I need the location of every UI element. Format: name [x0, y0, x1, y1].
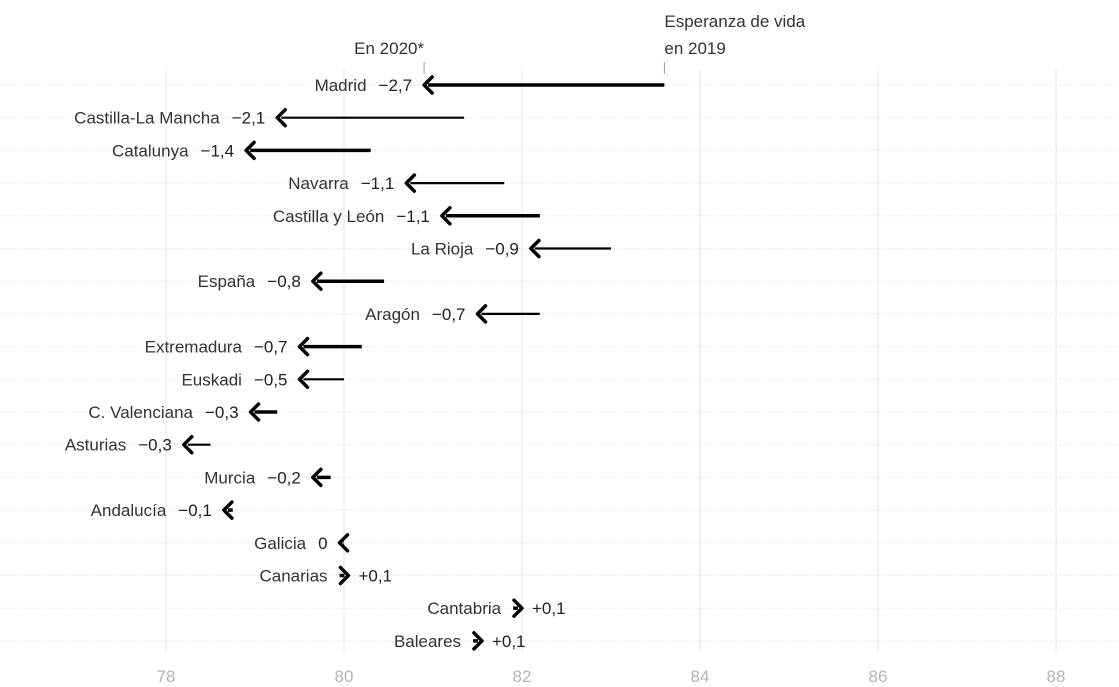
- region-label: España: [198, 272, 256, 291]
- arrow-head: [475, 304, 488, 324]
- row-España: −0,8 España: [198, 271, 385, 291]
- data-rows: −2,7 Madrid −2,1 Castilla-La Mancha −1,4 Cata…: [65, 75, 665, 651]
- row-Canarias: Canarias +0,1: [260, 565, 392, 586]
- row-Extremadura: −0,7 Extremadura: [145, 336, 362, 357]
- arrow-head: [337, 533, 350, 553]
- change-label: −0,5: [254, 370, 288, 389]
- annotations: Esperanza de vida en 2019 En 2020*: [354, 12, 806, 74]
- region-label: Catalunya: [112, 141, 189, 160]
- arrow-head: [529, 238, 541, 259]
- region-label: Cantabria: [427, 599, 501, 618]
- arrow-head: [311, 467, 323, 488]
- row-Euskadi: −0,5 Euskadi: [181, 369, 344, 390]
- arrow-head: [222, 500, 234, 520]
- row-Andalucía: −0,1 Andalucía: [91, 500, 234, 520]
- change-label: 0: [318, 534, 327, 553]
- row-Castilla y León: −1,1 Castilla y León: [273, 206, 540, 226]
- row-Castilla-La Mancha: −2,1 Castilla-La Mancha: [74, 107, 465, 128]
- row-C. Valenciana: −0,3 C. Valenciana: [88, 402, 278, 422]
- x-tick-label: 78: [157, 667, 176, 686]
- region-label: Castilla y León: [273, 207, 385, 226]
- x-tick-label: 84: [691, 667, 710, 686]
- annotation-2020: En 2020*: [354, 39, 424, 58]
- arrow-head: [440, 206, 452, 226]
- region-label: Castilla-La Mancha: [74, 109, 220, 128]
- region-label: Baleares: [394, 632, 461, 651]
- region-label: Murcia: [204, 468, 256, 487]
- region-label: Galicia: [254, 534, 307, 553]
- change-label: −0,2: [267, 468, 301, 487]
- arrow-head: [275, 107, 287, 128]
- region-label: Canarias: [260, 567, 328, 586]
- row-Madrid: −2,7 Madrid: [315, 75, 665, 95]
- arrow-head: [338, 565, 351, 586]
- region-label: La Rioja: [411, 240, 474, 259]
- arrow-head: [297, 336, 310, 357]
- arrow-head: [182, 434, 194, 455]
- change-label: −0,3: [205, 403, 239, 422]
- change-label: −0,9: [485, 240, 519, 259]
- change-label: −0,3: [138, 436, 172, 455]
- x-tick-label: 80: [335, 667, 354, 686]
- change-label: −0,7: [432, 305, 466, 324]
- arrow-head: [472, 631, 484, 651]
- x-tick-label: 82: [513, 667, 532, 686]
- region-label: C. Valenciana: [88, 403, 193, 422]
- x-axis-ticks: 78 80 82 84 86 88: [157, 667, 1066, 686]
- region-label: Madrid: [315, 76, 367, 95]
- arrow-head: [512, 598, 524, 618]
- change-label: −2,7: [379, 76, 413, 95]
- arrow-head: [404, 173, 417, 193]
- arrow-head: [297, 369, 310, 390]
- change-label: −1,1: [396, 207, 430, 226]
- change-label: −2,1: [232, 109, 266, 128]
- change-label: +0,1: [532, 599, 566, 618]
- change-label: −1,4: [201, 141, 235, 160]
- row-Asturias: −0,3 Asturias: [65, 434, 211, 455]
- row-Galicia: 0 Galicia: [254, 533, 350, 553]
- row-La Rioja: −0,9 La Rioja: [411, 238, 611, 259]
- arrow-head: [422, 75, 434, 95]
- change-label: +0,1: [492, 632, 526, 651]
- row-Cantabria: Cantabria +0,1: [427, 598, 566, 618]
- change-label: +0,1: [358, 567, 392, 586]
- change-label: −1,1: [361, 174, 395, 193]
- row-Navarra: −1,1 Navarra: [288, 173, 505, 193]
- region-label: Asturias: [65, 436, 126, 455]
- annotation-2019-line1: Esperanza de vida: [664, 12, 805, 31]
- arrow-head: [244, 140, 256, 161]
- row-Murcia: −0,2 Murcia: [204, 467, 331, 488]
- row-Baleares: Baleares +0,1: [394, 631, 526, 651]
- annotation-2019-line2: en 2019: [664, 39, 725, 58]
- x-tick-label: 88: [1047, 667, 1066, 686]
- region-label: Extremadura: [145, 338, 243, 357]
- region-label: Euskadi: [181, 370, 241, 389]
- region-label: Andalucía: [91, 501, 167, 520]
- x-tick-label: 86: [869, 667, 888, 686]
- change-label: −0,7: [254, 338, 288, 357]
- region-label: Navarra: [288, 174, 349, 193]
- grid: [0, 70, 1119, 652]
- change-label: −0,8: [267, 272, 301, 291]
- arrow-head: [248, 402, 261, 422]
- region-label: Aragón: [365, 305, 420, 324]
- arrow-head: [311, 271, 323, 291]
- row-Catalunya: −1,4 Catalunya: [112, 140, 371, 161]
- change-label: −0,1: [178, 501, 212, 520]
- row-Aragón: −0,7 Aragón: [365, 304, 540, 324]
